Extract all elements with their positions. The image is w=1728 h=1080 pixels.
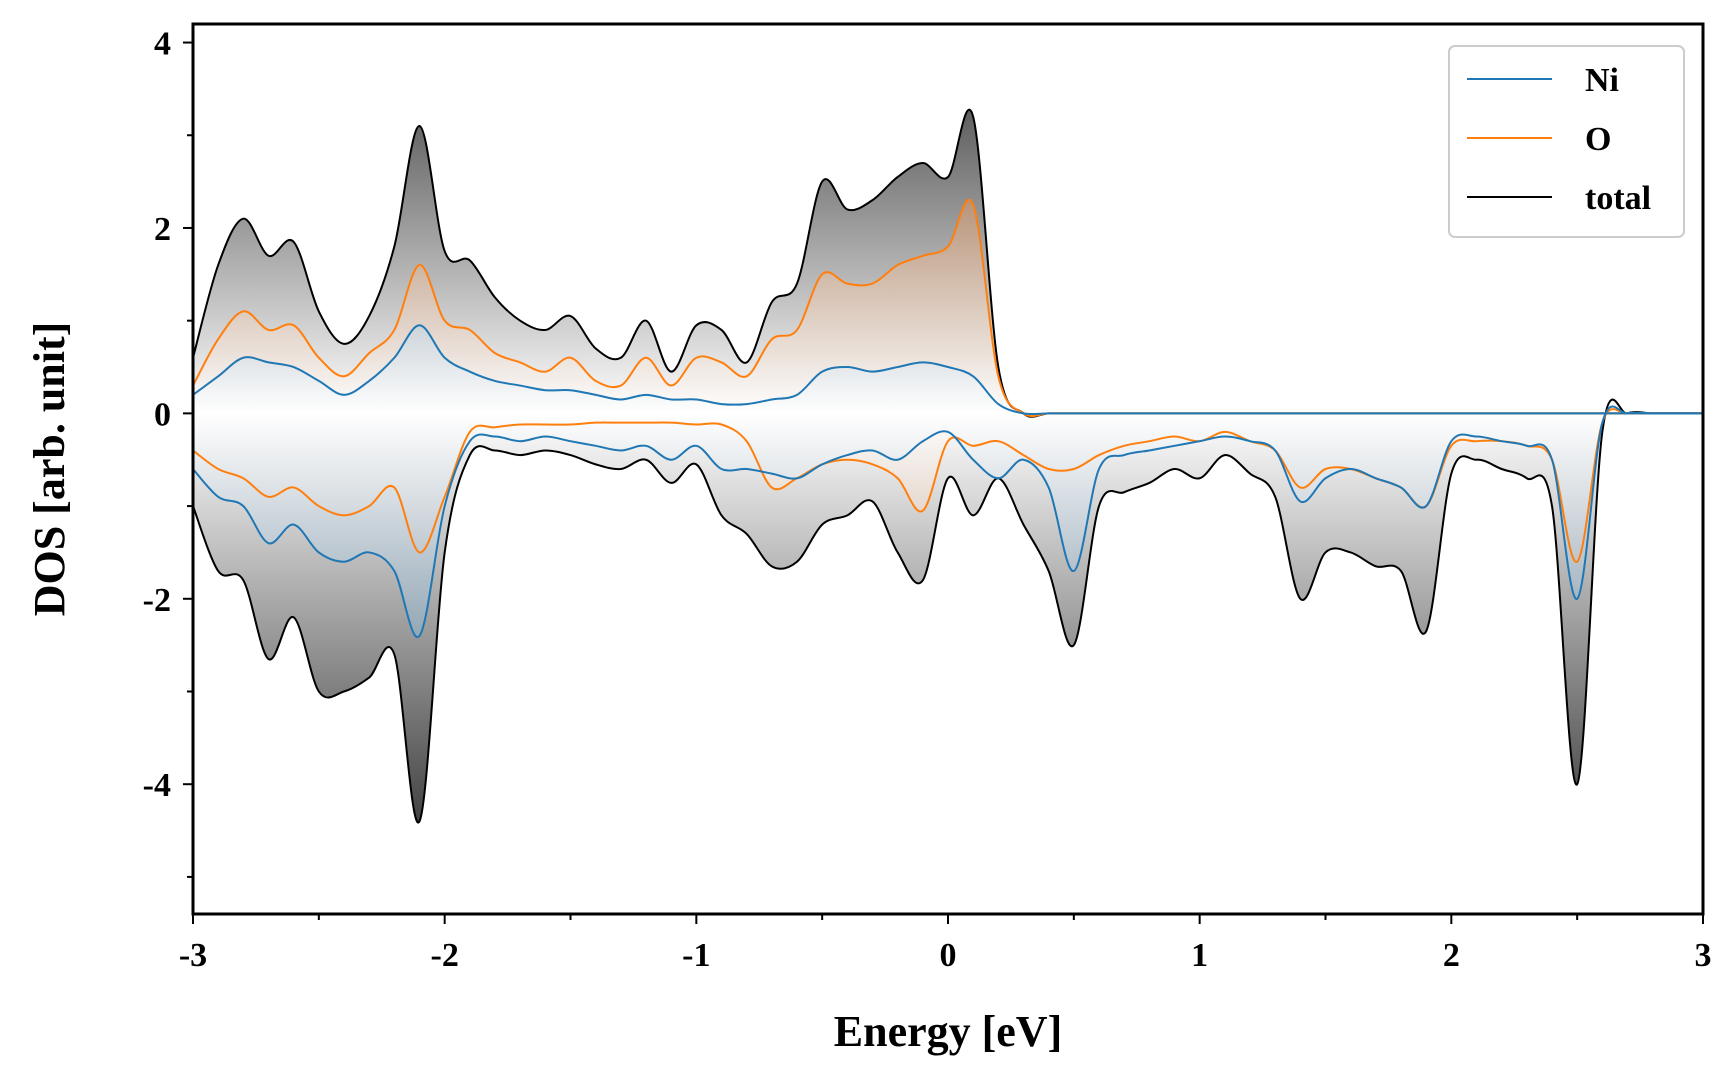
dos-fill-total-spin-down <box>193 399 1703 823</box>
dos-line-o-spin-down <box>193 408 1703 563</box>
y-tick-label: -4 <box>143 767 171 804</box>
x-tick-label: 0 <box>940 937 957 974</box>
dos-line-ni-spin-up <box>193 324 1703 416</box>
y-tick-label: -2 <box>143 582 171 619</box>
y-axis-title: DOS [arb. unit] <box>25 322 74 617</box>
y-axis: -4 -2 0 2 4 <box>143 26 193 878</box>
dos-fill-layer <box>193 109 1703 823</box>
legend-box <box>1448 45 1685 238</box>
y-tick-label: 2 <box>154 211 171 248</box>
legend-label-total: total <box>1585 180 1651 217</box>
dos-fill-o-spin-up <box>193 199 1703 417</box>
dos-line-layer <box>193 108 1703 824</box>
dos-fill-ni-spin-down <box>193 406 1703 638</box>
x-tick-label: 2 <box>1443 937 1460 974</box>
dos-line-total-spin-down <box>193 398 1703 824</box>
x-axis-title: Energy [eV] <box>834 1007 1063 1056</box>
legend-label-o: O <box>1585 121 1611 158</box>
x-tick-label: 3 <box>1695 937 1712 974</box>
x-tick-label: -3 <box>179 937 207 974</box>
x-tick-label: 1 <box>1191 937 1208 974</box>
dos-fill-ni-spin-up <box>193 325 1703 415</box>
x-axis: -3 -2 -1 0 1 2 3 <box>179 914 1712 974</box>
y-tick-label: 4 <box>154 26 171 63</box>
x-tick-label: -2 <box>431 937 459 974</box>
y-tick-label: 0 <box>154 396 171 433</box>
x-tick-label: -1 <box>682 937 710 974</box>
legend-label-ni: Ni <box>1585 62 1619 99</box>
dos-line-ni-spin-down <box>193 405 1703 639</box>
